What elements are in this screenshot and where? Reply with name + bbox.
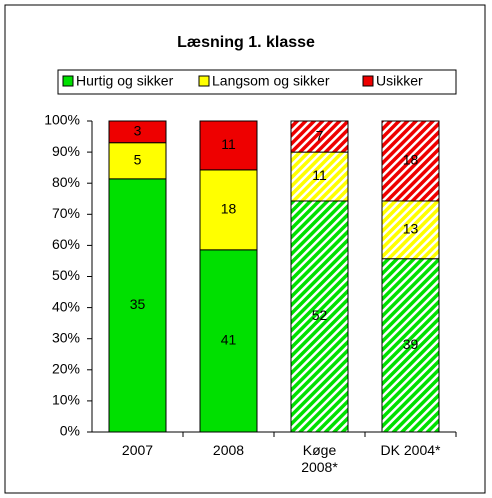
- bar-segment: [381, 258, 440, 433]
- data-label: 13: [403, 221, 419, 237]
- legend-swatch: [362, 75, 374, 87]
- x-tick-label: 2008: [212, 442, 245, 458]
- data-label: 41: [221, 332, 237, 348]
- y-tick-label: 30%: [52, 329, 80, 345]
- y-tick-label: 60%: [52, 236, 80, 252]
- bar-segment: [290, 151, 349, 202]
- data-label: 3: [134, 123, 142, 139]
- bar-segment: [199, 169, 258, 251]
- y-tick-label: 40%: [52, 298, 80, 314]
- bar-segment: [108, 178, 167, 433]
- data-label: 11: [312, 167, 327, 183]
- chart-title: Læsning 1. klasse: [177, 34, 315, 51]
- y-tick-label: 80%: [52, 174, 80, 190]
- y-tick-label: 0%: [60, 423, 80, 439]
- data-label: 52: [312, 307, 328, 323]
- y-tick-label: 70%: [52, 205, 80, 221]
- bar-segment: [199, 120, 258, 171]
- x-tick-label: DK 2004*: [380, 442, 441, 458]
- data-label: 18: [221, 201, 237, 217]
- legend-box: [57, 69, 457, 95]
- data-label: 5: [134, 151, 142, 167]
- legend-label: Hurtig og sikker: [76, 73, 174, 89]
- x-tick-label: 2007: [121, 442, 154, 458]
- data-label: 35: [130, 296, 146, 312]
- bar-segment: [381, 200, 440, 260]
- y-tick-label: 20%: [52, 361, 80, 377]
- bar-segment: [108, 142, 167, 180]
- data-label: 18: [403, 152, 419, 168]
- bar-segment: [108, 120, 167, 144]
- legend-label: Langsom og sikker: [212, 73, 330, 89]
- legend-swatch: [62, 75, 74, 87]
- data-label: 11: [221, 136, 236, 152]
- data-label: 39: [403, 336, 419, 352]
- bar-segment: [381, 120, 440, 202]
- x-tick-label: Køge 2008*: [301, 442, 338, 475]
- y-tick-label: 50%: [52, 267, 80, 283]
- data-label: 7: [316, 127, 324, 143]
- y-tick-label: 10%: [52, 392, 80, 408]
- y-tick-label: 100%: [44, 112, 80, 128]
- bar-segment: [290, 120, 349, 153]
- legend-swatch: [198, 75, 210, 87]
- legend-label: Usikker: [376, 73, 423, 89]
- y-tick-label: 90%: [52, 143, 80, 159]
